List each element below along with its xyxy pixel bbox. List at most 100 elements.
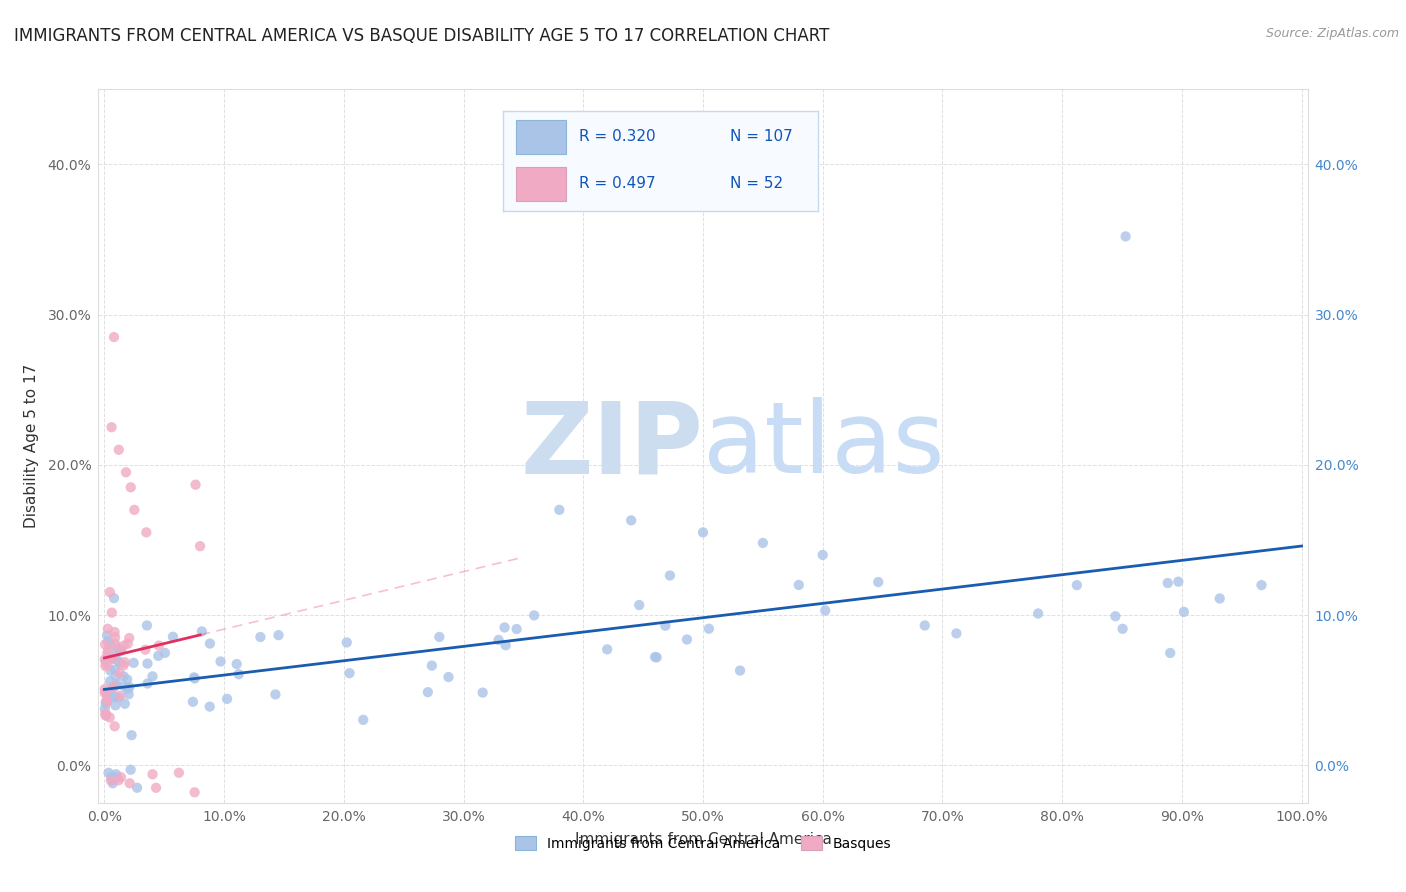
Point <box>118 776 141 790</box>
Text: N = 107: N = 107 <box>730 129 793 145</box>
Point <box>94 708 117 723</box>
Point <box>184 477 207 491</box>
Point <box>112 669 135 683</box>
Point <box>122 656 145 670</box>
Legend: Immigrants from Central America, Basques: Immigrants from Central America, Basques <box>509 830 897 856</box>
Point <box>100 664 122 678</box>
Point <box>752 536 775 550</box>
Point <box>523 608 546 623</box>
Point <box>1159 646 1181 660</box>
Point <box>105 677 128 691</box>
Point <box>96 646 118 660</box>
Point <box>117 681 139 696</box>
Point <box>104 625 127 640</box>
Point <box>183 670 205 684</box>
Text: Source: ZipAtlas.com: Source: ZipAtlas.com <box>1265 27 1399 40</box>
Y-axis label: Disability Age 5 to 17: Disability Age 5 to 17 <box>24 364 39 528</box>
Point <box>1167 574 1189 589</box>
Point <box>94 652 117 666</box>
Point <box>104 679 127 693</box>
Point <box>658 568 681 582</box>
Point <box>188 539 211 553</box>
Point <box>117 637 139 651</box>
Point <box>1209 591 1232 606</box>
Point <box>94 707 117 722</box>
Point <box>198 636 221 650</box>
Point <box>118 680 141 694</box>
Point <box>110 643 132 657</box>
Text: R = 0.320: R = 0.320 <box>579 129 655 145</box>
Point <box>209 655 232 669</box>
Point <box>94 697 117 711</box>
Point <box>94 655 117 669</box>
X-axis label: Immigrants from Central America: Immigrants from Central America <box>575 832 831 847</box>
Point <box>228 667 250 681</box>
Point <box>104 690 127 704</box>
Point <box>101 681 124 695</box>
Point <box>495 638 517 652</box>
Point <box>98 674 121 689</box>
Point <box>339 666 361 681</box>
Point <box>1173 605 1195 619</box>
Point <box>644 650 666 665</box>
Point <box>97 658 120 673</box>
Point <box>94 685 117 699</box>
Point <box>167 765 190 780</box>
Point <box>352 713 374 727</box>
Point <box>112 658 135 673</box>
Point <box>107 442 129 457</box>
Point <box>1104 609 1126 624</box>
Point <box>1066 578 1088 592</box>
Point <box>145 780 167 795</box>
Point <box>697 622 720 636</box>
Point <box>249 630 271 644</box>
Point <box>162 630 184 644</box>
Point <box>100 420 122 434</box>
Point <box>336 635 359 649</box>
Point <box>945 626 967 640</box>
Point <box>136 618 159 632</box>
Point <box>437 670 460 684</box>
Point <box>645 650 668 665</box>
Point <box>1111 622 1133 636</box>
Point <box>628 598 651 612</box>
Point <box>105 767 128 781</box>
Point <box>105 646 128 660</box>
Point <box>181 695 204 709</box>
Point <box>620 513 643 527</box>
Point <box>97 686 120 700</box>
Point <box>198 699 221 714</box>
Point <box>427 630 450 644</box>
Point <box>108 666 131 681</box>
Point <box>98 638 121 652</box>
Point <box>153 646 176 660</box>
Point <box>692 525 714 540</box>
Point <box>217 691 239 706</box>
Point <box>115 673 138 687</box>
Point <box>96 707 118 722</box>
Point <box>104 669 127 683</box>
Point <box>118 631 141 645</box>
Point <box>107 640 129 655</box>
Point <box>96 692 118 706</box>
Point <box>868 575 890 590</box>
Point <box>548 503 571 517</box>
Point <box>114 655 136 669</box>
Point <box>183 672 205 686</box>
Point <box>98 585 121 599</box>
Point <box>728 664 751 678</box>
Point <box>104 698 127 713</box>
Point <box>118 687 141 701</box>
Point <box>121 728 143 742</box>
Point <box>103 591 125 606</box>
Point <box>471 685 494 699</box>
Point <box>787 578 810 592</box>
Point <box>136 657 159 671</box>
Point <box>124 503 146 517</box>
Point <box>107 690 129 705</box>
Point <box>141 669 163 683</box>
Point <box>104 663 127 677</box>
Point <box>120 763 142 777</box>
Point <box>136 676 159 690</box>
Point <box>110 770 132 784</box>
